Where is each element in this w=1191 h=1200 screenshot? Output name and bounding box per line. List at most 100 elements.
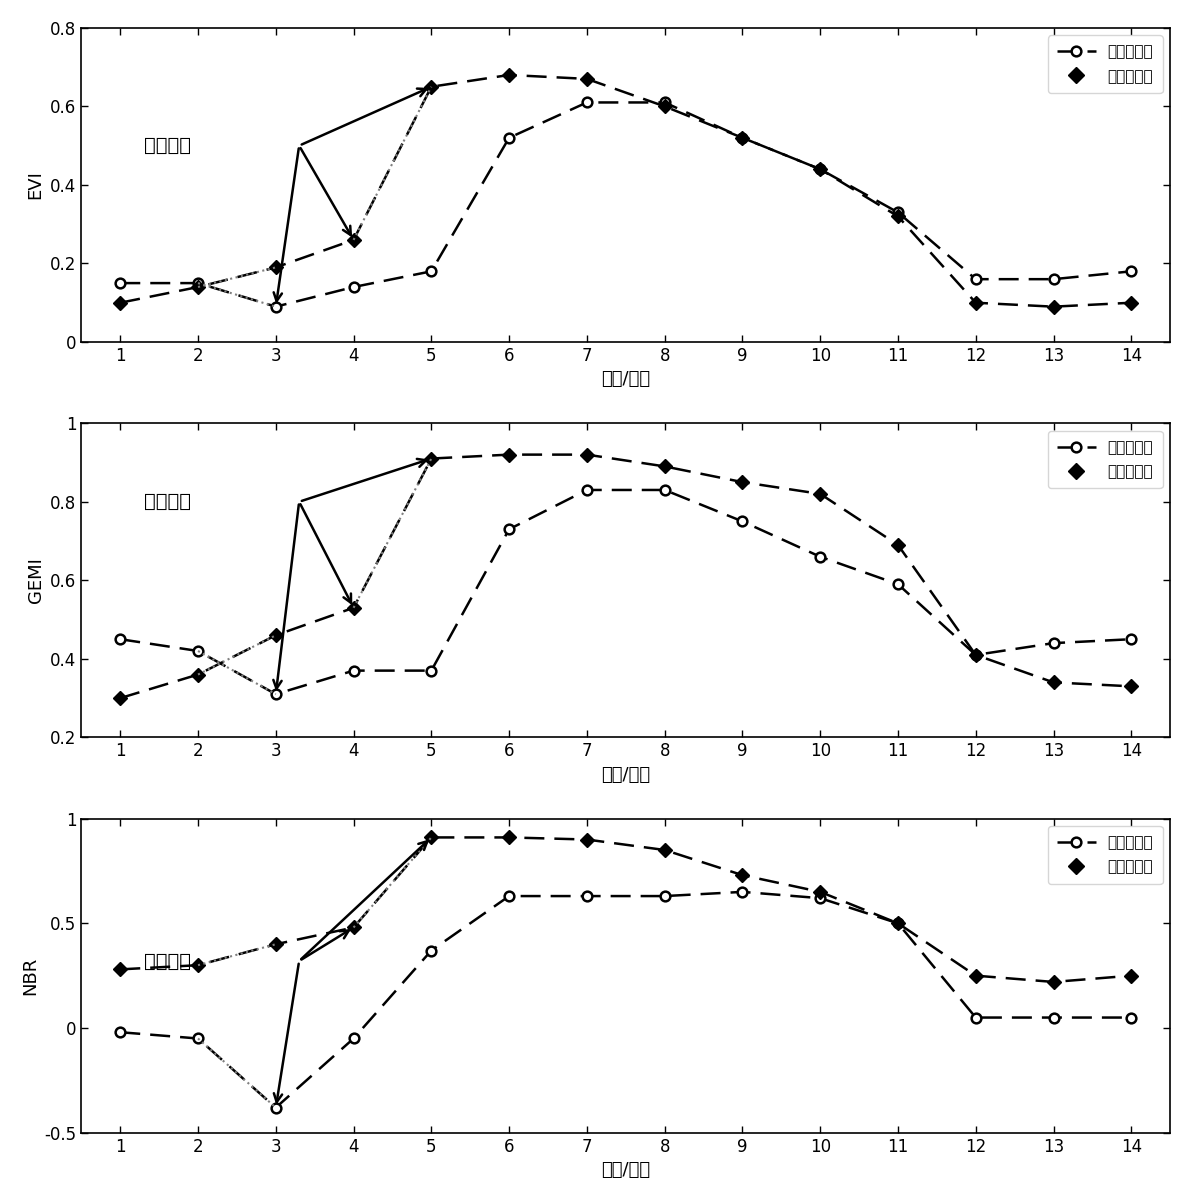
Line: 模型预测值: 模型预测值 [120, 74, 1131, 307]
模型预测值 [424, 830, 438, 845]
实际观测值 [735, 131, 749, 145]
实际观测值 [1124, 1010, 1139, 1025]
模型预测值 [968, 968, 983, 983]
X-axis label: 时间/时相: 时间/时相 [601, 766, 650, 784]
模型预测值 [501, 67, 516, 82]
实际观测值 [347, 280, 361, 294]
实际观测值 [191, 1031, 205, 1045]
实际观测值 [501, 522, 516, 536]
模型预测值 [113, 962, 127, 977]
模型预测值 [1047, 300, 1061, 314]
实际观测值 [424, 943, 438, 958]
实际观测值 [269, 686, 283, 701]
模型预测值 [501, 830, 516, 845]
实际观测值 [891, 916, 905, 930]
模型预测值 [813, 162, 828, 176]
模型预测值 [891, 916, 905, 930]
实际观测值 [1047, 1010, 1061, 1025]
模型预测值 [1047, 974, 1061, 989]
实际观测值 [113, 632, 127, 647]
模型预测值 [968, 648, 983, 662]
模型预测值 [735, 131, 749, 145]
实际观测值 [1124, 632, 1139, 647]
模型预测值 [191, 280, 205, 294]
实际观测值 [1047, 272, 1061, 287]
Line: 模型预测值: 模型预测值 [120, 838, 1131, 982]
Line: 实际观测值: 实际观测值 [120, 892, 1131, 1108]
Text: 异常时刻: 异常时刻 [144, 136, 191, 155]
实际观测值 [501, 131, 516, 145]
实际观测值 [968, 1010, 983, 1025]
实际观测值 [424, 264, 438, 278]
模型预测值 [113, 295, 127, 310]
模型预测值 [657, 842, 672, 857]
实际观测值 [191, 643, 205, 658]
模型预测值 [269, 937, 283, 952]
实际观测值 [657, 482, 672, 497]
模型预测值 [968, 295, 983, 310]
实际观测值 [891, 205, 905, 220]
模型预测值 [657, 100, 672, 114]
实际观测值 [113, 1025, 127, 1039]
模型预测值 [113, 691, 127, 706]
模型预测值 [580, 833, 594, 847]
模型预测值 [1124, 679, 1139, 694]
模型预测值 [1124, 968, 1139, 983]
Y-axis label: GEMI: GEMI [26, 557, 44, 604]
X-axis label: 时间/时相: 时间/时相 [601, 371, 650, 389]
实际观测值 [813, 550, 828, 564]
实际观测值 [113, 276, 127, 290]
模型预测值 [580, 72, 594, 86]
实际观测值 [1047, 636, 1061, 650]
实际观测值 [813, 890, 828, 905]
Legend: 实际观测值, 模型预测值: 实际观测值, 模型预测值 [1048, 827, 1162, 883]
实际观测值 [735, 884, 749, 899]
实际观测值 [813, 162, 828, 176]
Text: 异常时刻: 异常时刻 [144, 952, 191, 971]
X-axis label: 时间/时相: 时间/时相 [601, 1162, 650, 1180]
模型预测值 [891, 538, 905, 552]
模型预测值 [735, 475, 749, 490]
Text: 异常时刻: 异常时刻 [144, 492, 191, 511]
Line: 模型预测值: 模型预测值 [120, 455, 1131, 698]
实际观测值 [657, 889, 672, 904]
Legend: 实际观测值, 模型预测值: 实际观测值, 模型预测值 [1048, 36, 1162, 92]
模型预测值 [813, 487, 828, 502]
模型预测值 [269, 260, 283, 275]
实际观测值 [735, 514, 749, 528]
实际观测值 [1124, 264, 1139, 278]
实际观测值 [891, 577, 905, 592]
模型预测值 [501, 448, 516, 462]
模型预测值 [891, 209, 905, 223]
Y-axis label: NBR: NBR [20, 956, 39, 995]
实际观测值 [657, 95, 672, 109]
实际观测值 [191, 276, 205, 290]
模型预测值 [813, 884, 828, 899]
模型预测值 [347, 233, 361, 247]
模型预测值 [347, 920, 361, 935]
实际观测值 [580, 482, 594, 497]
模型预测值 [191, 958, 205, 972]
实际观测值 [968, 272, 983, 287]
Legend: 实际观测值, 模型预测值: 实际观测值, 模型预测值 [1048, 431, 1162, 488]
模型预测值 [424, 451, 438, 466]
实际观测值 [269, 1100, 283, 1115]
Y-axis label: EVI: EVI [26, 170, 44, 199]
模型预测值 [347, 600, 361, 614]
实际观测值 [501, 889, 516, 904]
实际观测值 [347, 1031, 361, 1045]
实际观测值 [347, 664, 361, 678]
实际观测值 [580, 889, 594, 904]
实际观测值 [580, 95, 594, 109]
模型预测值 [1124, 295, 1139, 310]
模型预测值 [191, 667, 205, 682]
模型预测值 [580, 448, 594, 462]
实际观测值 [424, 664, 438, 678]
Line: 实际观测值: 实际观测值 [120, 102, 1131, 307]
模型预测值 [1047, 676, 1061, 690]
模型预测值 [269, 628, 283, 642]
模型预测值 [424, 79, 438, 94]
模型预测值 [735, 868, 749, 882]
实际观测值 [968, 648, 983, 662]
Line: 实际观测值: 实际观测值 [120, 490, 1131, 694]
